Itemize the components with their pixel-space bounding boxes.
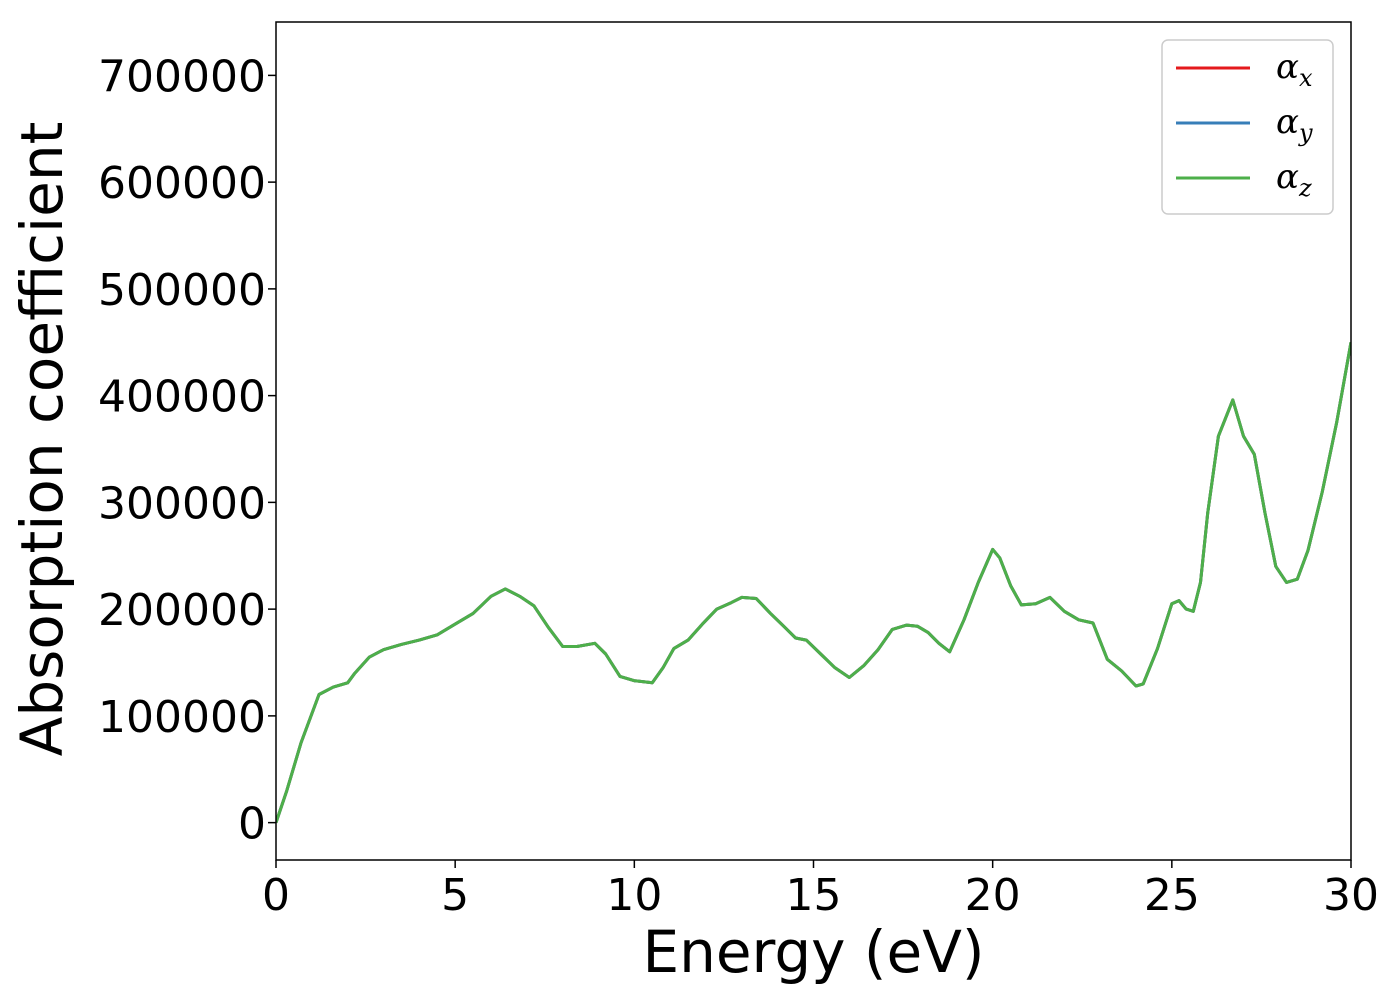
y-tick-label: 700000 <box>98 51 266 102</box>
legend-label-1: αy <box>1276 102 1313 147</box>
y-tick-label: 100000 <box>98 692 266 743</box>
x-tick-label: 25 <box>1144 870 1200 921</box>
y-tick-label: 400000 <box>98 372 266 423</box>
x-tick-label: 10 <box>606 870 662 921</box>
x-axis-title: Energy (eV) <box>642 918 984 986</box>
y-tick-label: 300000 <box>98 478 266 529</box>
x-axis: 0 5 10 15 20 25 30 <box>262 860 1379 921</box>
series-line-2 <box>276 342 1351 824</box>
y-tick-label: 200000 <box>98 585 266 636</box>
x-tick-label: 15 <box>786 870 842 921</box>
y-axis: 0 100000 200000 300000 400000 500000 600000 700… <box>98 51 276 850</box>
series-line-1 <box>276 342 1351 824</box>
legend: αx αy αz <box>1161 39 1334 215</box>
x-tick-label: 0 <box>262 870 290 921</box>
y-tick-label: 0 <box>238 799 266 850</box>
series-line-0 <box>276 342 1351 824</box>
legend-label-2: αz <box>1276 157 1312 202</box>
x-tick-label: 5 <box>441 870 469 921</box>
y-tick-label: 500000 <box>98 265 266 316</box>
x-tick-label: 30 <box>1323 870 1379 921</box>
y-axis-title: Absorption coefficient <box>8 122 76 757</box>
legend-label-0: αx <box>1276 47 1313 92</box>
series-layer <box>276 342 1351 824</box>
legend-frame <box>1161 39 1334 215</box>
x-tick-label: 20 <box>965 870 1021 921</box>
y-tick-label: 600000 <box>98 158 266 209</box>
